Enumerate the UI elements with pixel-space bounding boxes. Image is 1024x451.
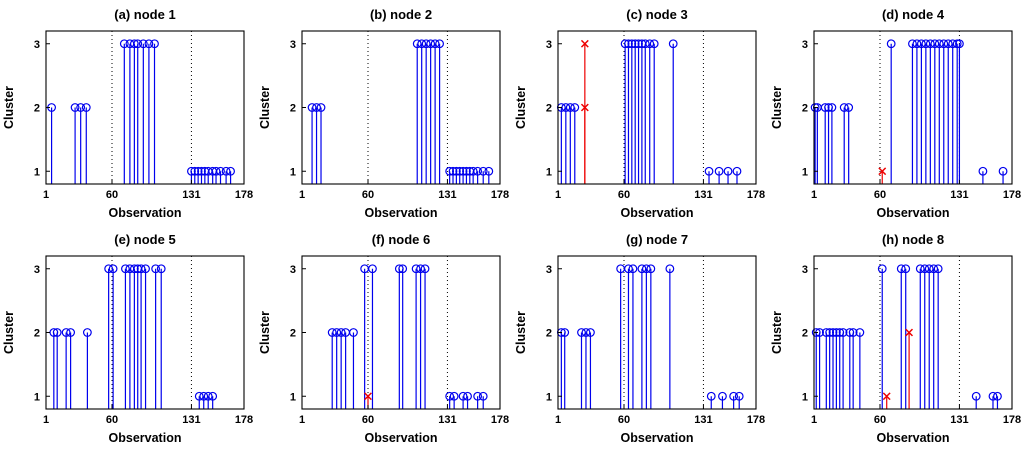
stem-plot-canvas: 1 60 131 178 1 2 3 Observation Cluster [2, 30, 253, 220]
svg-text:Observation: Observation [109, 206, 182, 220]
svg-text:Observation: Observation [877, 206, 950, 220]
svg-text:1: 1 [546, 391, 552, 403]
svg-text:1: 1 [290, 166, 296, 178]
svg-text:178: 178 [235, 414, 253, 426]
svg-text:3: 3 [546, 39, 552, 51]
svg-text:2: 2 [802, 103, 808, 115]
subplot-d: (d) node 4 1 60 131 178 1 2 3 Observation Cluste… [768, 0, 1024, 225]
svg-text:60: 60 [618, 189, 630, 201]
subplot-b: (b) node 2 1 60 131 178 1 2 3 Observation Cluste… [256, 0, 512, 225]
svg-text:Observation: Observation [621, 206, 694, 220]
svg-text:1: 1 [546, 166, 552, 178]
svg-text:2: 2 [546, 328, 552, 340]
svg-text:178: 178 [491, 414, 509, 426]
svg-text:3: 3 [802, 39, 808, 51]
svg-text:131: 131 [438, 189, 456, 201]
svg-text:60: 60 [618, 414, 630, 426]
svg-text:131: 131 [438, 414, 456, 426]
svg-text:178: 178 [235, 189, 253, 201]
svg-text:1: 1 [299, 189, 305, 201]
svg-text:3: 3 [34, 39, 40, 51]
svg-text:Observation: Observation [109, 431, 182, 445]
stem-plot-canvas: 1 60 131 178 1 2 3 Observation Cluster [514, 255, 765, 445]
subplot-g: (g) node 7 1 60 131 178 1 2 3 Observation Cluste… [512, 225, 768, 450]
svg-text:Cluster: Cluster [258, 311, 272, 354]
svg-text:Cluster: Cluster [258, 86, 272, 129]
svg-text:60: 60 [106, 189, 118, 201]
svg-text:131: 131 [182, 189, 200, 201]
svg-text:Observation: Observation [621, 431, 694, 445]
svg-text:1: 1 [290, 391, 296, 403]
svg-text:178: 178 [747, 189, 765, 201]
svg-text:Cluster: Cluster [770, 311, 784, 354]
subplot-title: (e) node 5 [114, 232, 176, 247]
svg-text:178: 178 [1003, 189, 1021, 201]
svg-text:3: 3 [290, 264, 296, 276]
svg-text:2: 2 [290, 328, 296, 340]
svg-text:178: 178 [491, 189, 509, 201]
stem-plot-canvas: 1 60 131 178 1 2 3 Observation Cluster [2, 255, 253, 445]
subplot-f: (f) node 6 1 60 131 178 1 2 3 Observation Cluste… [256, 225, 512, 450]
svg-text:1: 1 [34, 166, 40, 178]
svg-text:3: 3 [34, 264, 40, 276]
svg-text:Cluster: Cluster [2, 86, 16, 129]
svg-text:Observation: Observation [365, 206, 438, 220]
svg-text:60: 60 [874, 414, 886, 426]
svg-text:2: 2 [546, 103, 552, 115]
svg-text:Observation: Observation [877, 431, 950, 445]
stem-plot-canvas: 1 60 131 178 1 2 3 Observation Cluster [258, 30, 509, 220]
subplot-title: (g) node 7 [625, 232, 689, 247]
svg-text:Cluster: Cluster [514, 311, 528, 354]
svg-text:Cluster: Cluster [2, 311, 16, 354]
svg-text:3: 3 [290, 39, 296, 51]
svg-text:2: 2 [34, 103, 40, 115]
svg-text:1: 1 [811, 414, 817, 426]
svg-text:131: 131 [694, 189, 712, 201]
svg-text:Cluster: Cluster [514, 86, 528, 129]
subplot-c: (c) node 3 1 60 131 178 1 2 3 Observation Cluste… [512, 0, 768, 225]
svg-text:Cluster: Cluster [770, 86, 784, 129]
svg-text:131: 131 [950, 189, 968, 201]
subplot-title: (d) node 4 [881, 7, 945, 22]
svg-text:1: 1 [555, 414, 561, 426]
svg-text:Observation: Observation [365, 431, 438, 445]
svg-text:131: 131 [182, 414, 200, 426]
svg-text:1: 1 [43, 414, 49, 426]
svg-text:3: 3 [546, 264, 552, 276]
subplot-a: (a) node 1 1 60 131 178 1 2 3 Observation Cluste… [0, 0, 256, 225]
svg-text:1: 1 [299, 414, 305, 426]
subplot-title: (a) node 1 [114, 7, 176, 22]
svg-text:2: 2 [34, 328, 40, 340]
subplot-title: (c) node 3 [626, 7, 688, 22]
stem-plot-canvas: 1 60 131 178 1 2 3 Observation Cluster [770, 255, 1021, 445]
stem-plot-canvas: 1 60 131 178 1 2 3 Observation Cluster [514, 30, 765, 220]
svg-text:1: 1 [802, 166, 808, 178]
svg-text:3: 3 [802, 264, 808, 276]
svg-text:60: 60 [874, 189, 886, 201]
svg-text:2: 2 [290, 103, 296, 115]
subplot-e: (e) node 5 1 60 131 178 1 2 3 Observation Cluste… [0, 225, 256, 450]
svg-text:1: 1 [555, 189, 561, 201]
svg-text:178: 178 [1003, 414, 1021, 426]
svg-text:178: 178 [747, 414, 765, 426]
svg-text:2: 2 [802, 328, 808, 340]
svg-text:131: 131 [694, 414, 712, 426]
svg-text:1: 1 [34, 391, 40, 403]
subplot-title: (b) node 2 [369, 7, 433, 22]
svg-text:60: 60 [106, 414, 118, 426]
svg-text:1: 1 [802, 391, 808, 403]
stem-plot-canvas: 1 60 131 178 1 2 3 Observation Cluster [258, 255, 509, 445]
stem-plot-canvas: 1 60 131 178 1 2 3 Observation Cluster [770, 30, 1021, 220]
svg-text:131: 131 [950, 414, 968, 426]
subplot-h: (h) node 8 1 60 131 178 1 2 3 Observation Cluste… [768, 225, 1024, 450]
svg-text:1: 1 [43, 189, 49, 201]
svg-text:60: 60 [362, 189, 374, 201]
subplot-title: (h) node 8 [881, 232, 945, 247]
svg-text:1: 1 [811, 189, 817, 201]
svg-text:60: 60 [362, 414, 374, 426]
subplot-title: (f) node 6 [371, 232, 431, 247]
